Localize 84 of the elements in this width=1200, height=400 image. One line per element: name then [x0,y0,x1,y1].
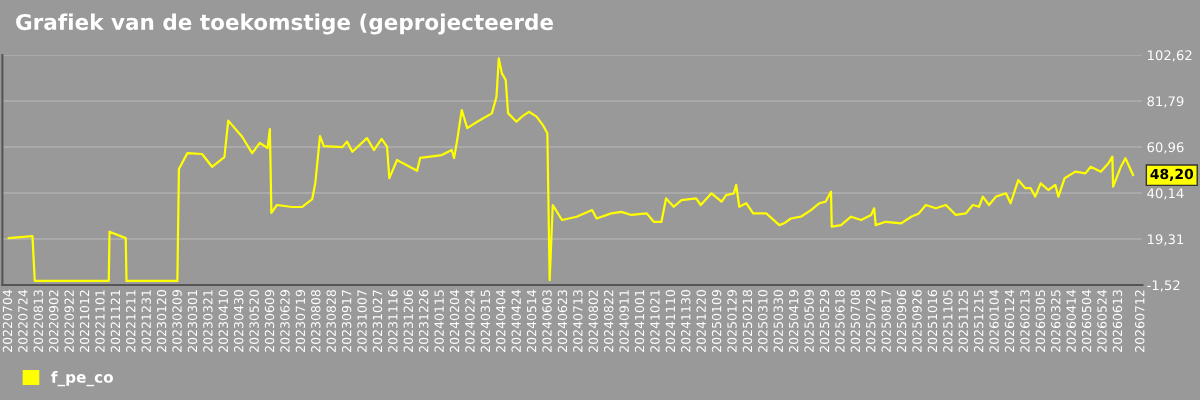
x-tick-label: 20230430 [233,290,244,352]
x-tick-label: 20240713 [573,290,583,352]
x-tick-label: 20260504 [1081,289,1092,352]
x-tick-label: 20220813 [33,290,44,352]
x-tick-label: 20231206 [403,289,413,352]
y-tick-label: 40,14 [1147,188,1184,200]
x-tick-label: 20230120 [156,290,167,352]
x-tick-label: 20240115 [434,290,444,352]
x-tick-label: 20221211 [126,290,136,352]
x-tick-label: 20220922 [64,290,74,352]
x-tick-label: 20221231 [141,290,151,352]
x-tick-label: 20260712 [1135,290,1145,352]
x-tick-label: 20260104 [989,289,999,352]
x-tick-label: 20230917 [341,290,352,352]
x-tick-label: 20230520 [249,290,259,352]
x-tick-label: 20230808 [311,290,321,352]
x-tick-label: 20260325 [1051,290,1061,352]
x-tick-label: 20250330 [773,290,783,352]
x-tick-label: 20241220 [696,290,706,352]
annotation: 48,20 [1150,168,1194,181]
x-tick-label: 20240424 [511,289,521,352]
x-tick-label: 20251105 [943,290,953,352]
x-tick-label: 20220902 [48,290,59,352]
x-tick-label: 20240802 [588,290,598,352]
x-tick-label: 20260213 [1020,290,1030,352]
x-tick-label: 20231116 [388,289,398,352]
x-tick-label: 20260613 [1112,290,1123,352]
x-tick-label: 20250708 [850,290,861,352]
x-tick-label: 20221012 [79,290,90,352]
x-tick-label: 20230209 [172,290,182,352]
x-tick-label: 20240204 [449,289,460,352]
x-tick-label: 20251125 [958,290,968,352]
x-tick-label: 20251215 [973,290,984,352]
x-tick-label: 20231027 [372,290,383,352]
x-tick-label: 20260305 [1035,290,1046,352]
legend-label: f_pe_co [51,371,113,387]
x-tick-label: 20250817 [881,290,891,352]
x-tick-label: 20221101 [95,290,105,352]
x-tick-label: 20250529 [819,290,830,352]
x-tick-label: 20230301 [187,290,198,352]
x-tick-label: 20230719 [295,290,306,352]
x-tick-label: 20221121 [110,290,121,352]
x-tick-label: 20230609 [264,290,275,352]
x-tick-label: 20240822 [603,290,614,352]
x-tick-label: 20241130 [681,290,691,352]
y-tick-label: 81,79 [1147,96,1184,108]
x-tick-label: 20231226 [418,289,429,352]
x-tick-label: 20250906 [896,289,907,352]
x-tick-label: 20240315 [480,290,491,352]
x-tick-label: 20241001 [634,290,645,352]
x-tick-label: 20250419 [788,290,799,352]
x-tick-label: 20240911 [619,290,629,352]
x-tick-label: 20250129 [727,290,737,352]
x-tick-label: 20260524 [1097,289,1107,352]
x-tick-label: 20250618 [835,290,845,352]
x-tick-label: 20250109 [711,290,722,352]
x-tick-label: 20250218 [742,290,753,352]
x-tick-label: 20260414 [1066,289,1076,352]
chart-title: Grafiek van de toekomstige (geprojecteerde [16,13,553,35]
x-tick-label: 20250310 [758,290,768,352]
x-tick-label: 20240603 [542,290,552,352]
x-tick-label: 20260124 [1004,289,1015,352]
x-tick-label: 20240224 [465,289,475,352]
x-tick-label: 20230410 [218,290,229,352]
y-tick-label: 19,31 [1148,234,1184,246]
x-tick-label: 20230321 [203,290,213,352]
x-tick-label: 20220724 [18,289,28,352]
x-tick-label: 20250926 [912,289,922,352]
y-tick-label: -1,52 [1147,280,1180,292]
x-tick-label: 20231007 [357,290,367,352]
x-tick-label: 20250509 [804,290,814,352]
x-tick-label: 20241110 [665,290,676,352]
x-tick-label: 20250728 [866,290,876,352]
x-tick-label: 20230828 [326,290,336,352]
x-tick-label: 20220704 [2,289,13,352]
x-tick-label: 20240404 [496,289,506,352]
y-tick-label: 60,96 [1147,142,1184,154]
x-tick-label: 20230629 [280,290,290,352]
line-series [7,57,1135,283]
y-tick-label: 102,62 [1148,50,1192,62]
x-tick-label: 20240623 [557,290,568,352]
x-tick-label: 20241021 [650,290,660,352]
x-tick-label: 20240514 [526,289,537,352]
x-tick-label: 20251016 [927,289,938,352]
